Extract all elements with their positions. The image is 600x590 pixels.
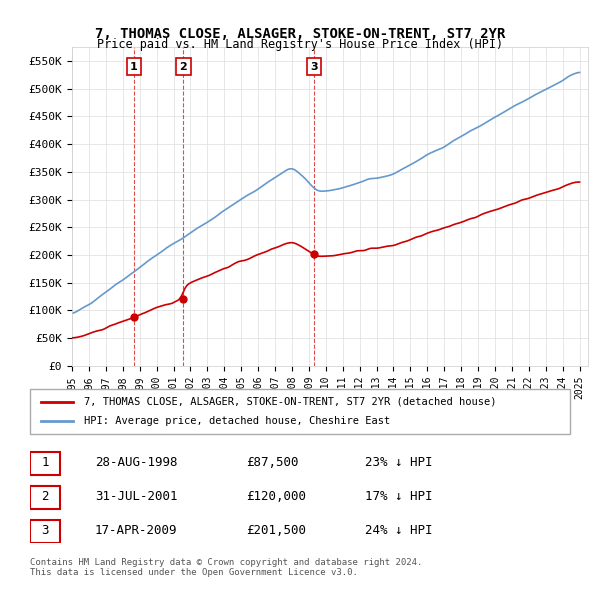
Text: 28-AUG-1998: 28-AUG-1998	[95, 455, 178, 469]
Text: £120,000: £120,000	[246, 490, 306, 503]
Text: 2: 2	[179, 61, 187, 71]
Bar	[30, 520, 60, 543]
Bar	[30, 486, 60, 509]
Text: 2: 2	[41, 490, 49, 503]
Text: 24% ↓ HPI: 24% ↓ HPI	[365, 524, 432, 537]
Text: 17% ↓ HPI: 17% ↓ HPI	[365, 490, 432, 503]
Text: 7, THOMAS CLOSE, ALSAGER, STOKE-ON-TRENT, ST7 2YR (detached house): 7, THOMAS CLOSE, ALSAGER, STOKE-ON-TRENT…	[84, 397, 497, 407]
Text: 7, THOMAS CLOSE, ALSAGER, STOKE-ON-TRENT, ST7 2YR: 7, THOMAS CLOSE, ALSAGER, STOKE-ON-TRENT…	[95, 27, 505, 41]
Bar	[30, 452, 60, 474]
Text: 1: 1	[41, 455, 49, 469]
Text: HPI: Average price, detached house, Cheshire East: HPI: Average price, detached house, Ches…	[84, 417, 390, 426]
Text: 23% ↓ HPI: 23% ↓ HPI	[365, 455, 432, 469]
Text: 17-APR-2009: 17-APR-2009	[95, 524, 178, 537]
FancyBboxPatch shape	[30, 389, 570, 434]
Text: £201,500: £201,500	[246, 524, 306, 537]
Text: 31-JUL-2001: 31-JUL-2001	[95, 490, 178, 503]
Text: Price paid vs. HM Land Registry's House Price Index (HPI): Price paid vs. HM Land Registry's House …	[97, 38, 503, 51]
Text: £87,500: £87,500	[246, 455, 299, 469]
Text: Contains HM Land Registry data © Crown copyright and database right 2024.
This d: Contains HM Land Registry data © Crown c…	[30, 558, 422, 577]
Text: 3: 3	[41, 524, 49, 537]
Text: 1: 1	[130, 61, 138, 71]
Text: 3: 3	[310, 61, 317, 71]
